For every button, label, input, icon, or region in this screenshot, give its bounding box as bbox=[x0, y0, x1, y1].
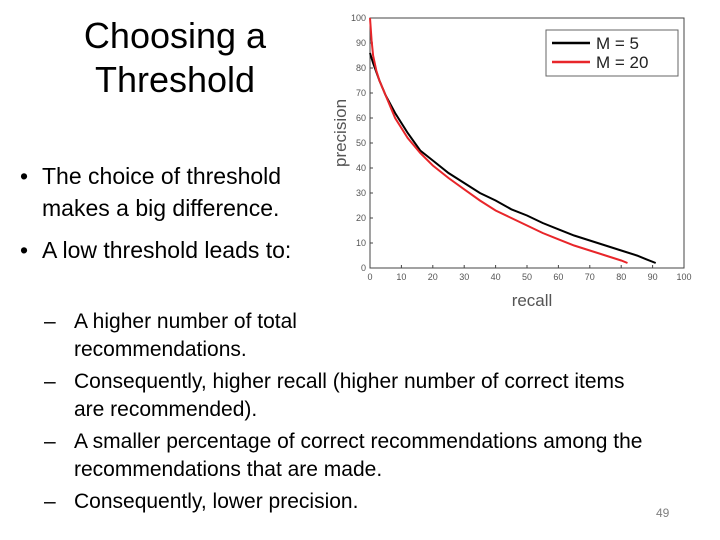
y-tick-label: 0 bbox=[361, 263, 366, 273]
y-tick-label: 70 bbox=[356, 88, 366, 98]
y-tick-label: 30 bbox=[356, 188, 366, 198]
bullet-list: • The choice of threshold makes a big dif… bbox=[14, 160, 334, 276]
x-tick-label: 70 bbox=[585, 272, 595, 282]
dash-icon: – bbox=[44, 370, 56, 393]
precision-recall-chart: 0 10 20 30 40 50 60 70 80 90 100 0 10 20 30 40 50 60 70 80 9… bbox=[331, 13, 692, 310]
x-tick-label: 30 bbox=[459, 272, 469, 282]
y-axis-label: precision bbox=[331, 99, 350, 167]
dash-icon: – bbox=[44, 490, 56, 513]
slide-title-line1: Choosing a bbox=[83, 15, 267, 56]
bullet-text: The choice of threshold makes a big diff… bbox=[42, 163, 282, 221]
subbullet-item: – Consequently, higher recall (higher num… bbox=[44, 368, 634, 424]
subbullet-text: Consequently, lower precision. bbox=[74, 490, 359, 513]
y-tick-label: 20 bbox=[356, 213, 366, 223]
y-tick-label: 60 bbox=[356, 113, 366, 123]
series-line-2 bbox=[369, 17, 628, 264]
y-tick-label: 80 bbox=[356, 63, 366, 73]
y-tick-label: 100 bbox=[351, 13, 366, 23]
x-tick-label: 50 bbox=[522, 272, 532, 282]
bullet-item: • The choice of threshold makes a big dif… bbox=[14, 160, 334, 224]
x-tick-label: 60 bbox=[553, 272, 563, 282]
subbullet-item: – A higher number of total recommendation… bbox=[44, 308, 344, 364]
subbullet-item: – A smaller percentage of correct recomme… bbox=[44, 428, 644, 484]
bullet-item: • A low threshold leads to: bbox=[14, 234, 334, 266]
x-tick-label: 20 bbox=[428, 272, 438, 282]
bullet-text: A low threshold leads to: bbox=[42, 237, 292, 263]
x-tick-label: 40 bbox=[491, 272, 501, 282]
x-tick-label: 80 bbox=[616, 272, 626, 282]
subbullet-text: Consequently, higher recall (higher numb… bbox=[74, 370, 625, 421]
series-line-1 bbox=[369, 52, 657, 264]
y-tick-label: 40 bbox=[356, 163, 366, 173]
x-tick-label: 0 bbox=[367, 272, 372, 282]
dash-icon: – bbox=[44, 430, 56, 453]
legend-label: M = 5 bbox=[596, 34, 639, 53]
subbullet-text: A smaller percentage of correct recommen… bbox=[74, 430, 643, 481]
slide-title: Choosing a Threshold bbox=[60, 14, 290, 102]
subbullet-list: – A higher number of total recommendation… bbox=[44, 308, 644, 520]
slide-title-line2: Threshold bbox=[94, 59, 256, 100]
y-tick-label: 50 bbox=[356, 138, 366, 148]
subbullet-item: – Consequently, lower precision. bbox=[44, 488, 634, 516]
x-tick-label: 90 bbox=[648, 272, 658, 282]
y-tick-label: 90 bbox=[356, 38, 366, 48]
legend-label: M = 20 bbox=[596, 53, 648, 72]
dash-icon: – bbox=[44, 310, 56, 333]
x-axis-label: recall bbox=[512, 291, 553, 310]
x-tick-label: 10 bbox=[396, 272, 406, 282]
page-number: 49 bbox=[656, 506, 670, 520]
legend-box bbox=[545, 29, 679, 77]
x-tick-label: 100 bbox=[676, 272, 691, 282]
bullet-dot-icon: • bbox=[20, 237, 29, 263]
bullet-dot-icon: • bbox=[20, 163, 29, 189]
y-tick-label: 10 bbox=[356, 238, 366, 248]
subbullet-text: A higher number of total recommendations… bbox=[74, 310, 297, 361]
